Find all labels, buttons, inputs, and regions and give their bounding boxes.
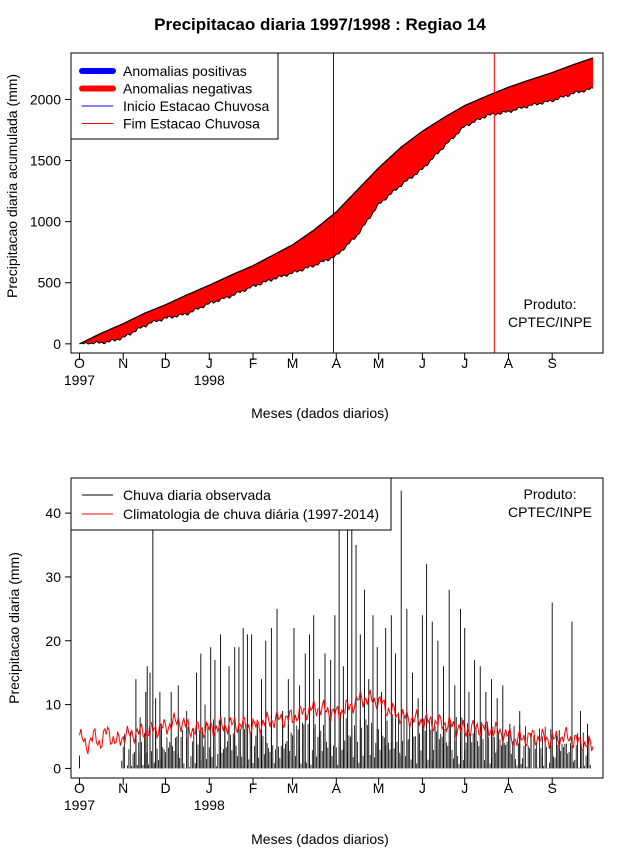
bottom-y-tick-label: 40	[45, 505, 61, 521]
bottom-x-tick-label: A	[332, 780, 342, 796]
top-y-tick-label: 0	[53, 336, 61, 352]
top-y-tick-label: 1500	[30, 153, 61, 169]
bottom-x-tick-label: O	[74, 780, 85, 796]
top-legend-box	[70, 52, 279, 140]
top-product-source: CPTEC/INPE	[508, 314, 592, 330]
top-plot-frame	[70, 52, 604, 354]
top-x-tick-label: S	[548, 355, 557, 371]
bottom-x-year-label: 1998	[194, 797, 225, 813]
bottom-y-tick-label: 30	[45, 569, 61, 585]
bottom-y-tick-label: 0	[53, 760, 61, 776]
bottom-x-year-label: 1997	[64, 797, 95, 813]
bottom-x-tick-label: N	[118, 780, 128, 796]
bottom-x-tick-label: A	[504, 780, 514, 796]
top-x-year-label: 1997	[64, 372, 95, 388]
bottom-x-tick-label: J	[206, 780, 213, 796]
bottom-x-tick-label: F	[249, 780, 258, 796]
observed-rain-spikes	[79, 490, 588, 769]
top-x-tick-label: J	[206, 355, 213, 371]
bottom-legend: Chuva diaria observada Climatologia de ch…	[70, 477, 392, 531]
bottom-x-tick-label: J	[461, 780, 468, 796]
top-y-tick-label: 2000	[30, 91, 61, 107]
top-y-tick-label: 500	[38, 275, 62, 291]
climatology-cumulative-line	[79, 57, 594, 345]
top-x-tick-label: M	[287, 355, 299, 371]
bottom-x-tick-label: J	[419, 780, 426, 796]
top-legend-entry: Anomalias positivas	[123, 63, 247, 79]
climatology-daily-line	[79, 689, 594, 755]
top-x-tick-label: M	[373, 355, 385, 371]
top-x-tick-label: A	[332, 355, 342, 371]
bottom-y-tick-label: 20	[45, 633, 61, 649]
chart-title: Precipitacao diaria 1997/1998 : Regiao 1…	[154, 15, 486, 34]
bottom-x-tick-label: S	[548, 780, 557, 796]
bottom-product-label: Produto:	[524, 486, 577, 502]
top-x-axis-label: Meses (dados diarios)	[251, 405, 389, 421]
bottom-x-tick-label: D	[160, 780, 170, 796]
top-x-tick-label: J	[461, 355, 468, 371]
bottom-y-axis-label: Precipitacao diaria (mm)	[6, 552, 22, 704]
bottom-x-axis-label: Meses (dados diarios)	[251, 831, 389, 847]
top-x-tick-label: A	[504, 355, 514, 371]
bottom-x-tick-label: M	[373, 780, 385, 796]
top-legend-entry: Fim Estacao Chuvosa	[123, 116, 260, 132]
top-x-year-label: 1998	[194, 372, 225, 388]
top-x-tick-label: N	[118, 355, 128, 371]
top-x-tick-label: F	[249, 355, 258, 371]
bottom-y-tick-label: 10	[45, 697, 61, 713]
bottom-product-source: CPTEC/INPE	[508, 504, 592, 520]
observed-cumulative-line	[79, 86, 594, 345]
top-y-axis-label: Precipitacao diaria acumulada (mm)	[4, 73, 20, 298]
top-legend-entry: Inicio Estacao Chuvosa	[123, 98, 270, 114]
top-x-tick-label: D	[160, 355, 170, 371]
bottom-legend-entry: Chuva diaria observada	[123, 487, 271, 503]
top-x-tick-label: J	[419, 355, 426, 371]
top-product-label: Produto:	[524, 296, 577, 312]
bottom-legend-box	[70, 477, 392, 531]
top-y-tick-label: 1000	[30, 214, 61, 230]
top-legend: Anomalias positivas Anomalias negativasIn…	[70, 52, 279, 140]
bottom-x-tick-label: M	[287, 780, 299, 796]
negative-anomaly-area	[79, 57, 594, 344]
top-x-tick-label: O	[74, 355, 85, 371]
top-legend-entry: Anomalias negativas	[123, 81, 252, 97]
bottom-legend-entry: Climatologia de chuva diária (1997-2014)	[123, 506, 379, 522]
